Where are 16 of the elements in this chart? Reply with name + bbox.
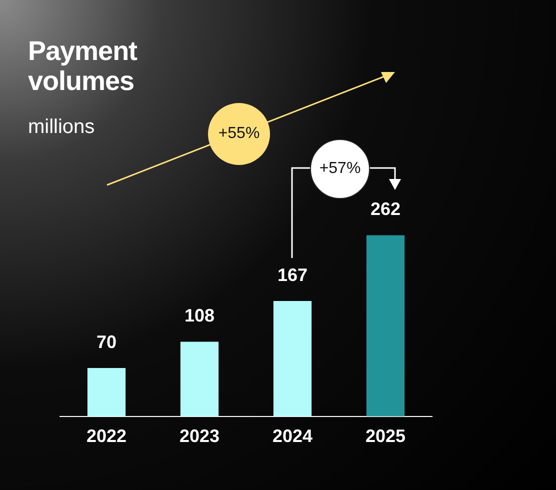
text: +55% xyxy=(208,103,270,165)
data-label: 167 xyxy=(277,264,308,285)
chart-title: Payment volumes xyxy=(28,36,138,96)
text: +57% xyxy=(310,139,370,199)
bar xyxy=(366,235,405,416)
bar xyxy=(273,300,312,416)
x-tick-label: 2024 xyxy=(272,426,313,446)
bar xyxy=(87,368,126,416)
x-tick-label: 2023 xyxy=(179,426,220,446)
chart-subtitle: millions xyxy=(28,116,95,139)
bar xyxy=(180,342,219,416)
data-label: 108 xyxy=(184,306,215,326)
x-tick-label: 2025 xyxy=(365,426,406,446)
data-label: 70 xyxy=(96,332,117,352)
data-label: 262 xyxy=(370,199,401,220)
x-tick-label: 2022 xyxy=(86,426,127,446)
